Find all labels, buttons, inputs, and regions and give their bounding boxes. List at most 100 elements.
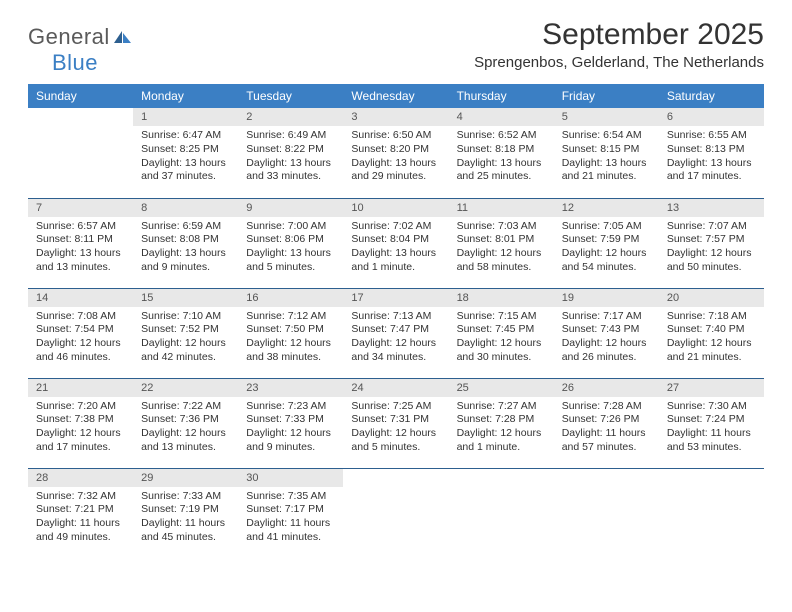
sunset-line: Sunset: 7:28 PM xyxy=(457,413,548,427)
daylight-line: Daylight: 11 hours and 41 minutes. xyxy=(246,517,337,544)
day-number: 21 xyxy=(28,379,133,397)
calendar-day-cell: 20Sunrise: 7:18 AMSunset: 7:40 PMDayligh… xyxy=(659,288,764,378)
daylight-line: Daylight: 11 hours and 45 minutes. xyxy=(141,517,232,544)
day-details: Sunrise: 7:10 AMSunset: 7:52 PMDaylight:… xyxy=(133,307,238,369)
day-details: Sunrise: 7:30 AMSunset: 7:24 PMDaylight:… xyxy=(659,397,764,459)
daylight-line: Daylight: 13 hours and 5 minutes. xyxy=(246,247,337,274)
calendar-day-cell: 13Sunrise: 7:07 AMSunset: 7:57 PMDayligh… xyxy=(659,198,764,288)
day-details: Sunrise: 7:23 AMSunset: 7:33 PMDaylight:… xyxy=(238,397,343,459)
sunrise-line: Sunrise: 7:03 AM xyxy=(457,220,548,234)
sunrise-line: Sunrise: 6:49 AM xyxy=(246,129,337,143)
sunset-line: Sunset: 7:24 PM xyxy=(667,413,758,427)
day-number: 1 xyxy=(133,108,238,126)
calendar-day-cell: 26Sunrise: 7:28 AMSunset: 7:26 PMDayligh… xyxy=(554,378,659,468)
sunset-line: Sunset: 7:17 PM xyxy=(246,503,337,517)
daylight-line: Daylight: 12 hours and 13 minutes. xyxy=(141,427,232,454)
calendar-body: 1Sunrise: 6:47 AMSunset: 8:25 PMDaylight… xyxy=(28,108,764,558)
sunset-line: Sunset: 7:33 PM xyxy=(246,413,337,427)
daylight-line: Daylight: 12 hours and 1 minute. xyxy=(457,427,548,454)
daylight-line: Daylight: 13 hours and 9 minutes. xyxy=(141,247,232,274)
day-number: 29 xyxy=(133,469,238,487)
sunset-line: Sunset: 8:20 PM xyxy=(351,143,442,157)
day-details: Sunrise: 6:55 AMSunset: 8:13 PMDaylight:… xyxy=(659,126,764,188)
sunset-line: Sunset: 8:08 PM xyxy=(141,233,232,247)
weekday-header: Monday xyxy=(133,84,238,108)
sunrise-line: Sunrise: 7:27 AM xyxy=(457,400,548,414)
sunset-line: Sunset: 8:06 PM xyxy=(246,233,337,247)
daylight-line: Daylight: 13 hours and 37 minutes. xyxy=(141,157,232,184)
daylight-line: Daylight: 12 hours and 46 minutes. xyxy=(36,337,127,364)
sunrise-line: Sunrise: 7:22 AM xyxy=(141,400,232,414)
brand-logo: General Blue xyxy=(28,18,132,76)
sunrise-line: Sunrise: 7:15 AM xyxy=(457,310,548,324)
calendar-week-row: 28Sunrise: 7:32 AMSunset: 7:21 PMDayligh… xyxy=(28,468,764,558)
day-details: Sunrise: 6:57 AMSunset: 8:11 PMDaylight:… xyxy=(28,217,133,279)
brand-word-general: General xyxy=(28,24,110,49)
day-details: Sunrise: 6:50 AMSunset: 8:20 PMDaylight:… xyxy=(343,126,448,188)
calendar-day-cell: 18Sunrise: 7:15 AMSunset: 7:45 PMDayligh… xyxy=(449,288,554,378)
brand-name: General Blue xyxy=(28,24,132,76)
daylight-line: Daylight: 12 hours and 42 minutes. xyxy=(141,337,232,364)
sunrise-line: Sunrise: 7:23 AM xyxy=(246,400,337,414)
daylight-line: Daylight: 13 hours and 25 minutes. xyxy=(457,157,548,184)
day-number: 16 xyxy=(238,289,343,307)
sunrise-line: Sunrise: 7:28 AM xyxy=(562,400,653,414)
sunset-line: Sunset: 7:59 PM xyxy=(562,233,653,247)
day-number: 25 xyxy=(449,379,554,397)
brand-word-blue: Blue xyxy=(52,50,98,75)
logo-sail-icon xyxy=(112,30,132,44)
calendar-day-cell: 27Sunrise: 7:30 AMSunset: 7:24 PMDayligh… xyxy=(659,378,764,468)
weekday-header: Friday xyxy=(554,84,659,108)
sunset-line: Sunset: 8:15 PM xyxy=(562,143,653,157)
sunset-line: Sunset: 8:22 PM xyxy=(246,143,337,157)
calendar-day-cell xyxy=(554,468,659,558)
daylight-line: Daylight: 12 hours and 17 minutes. xyxy=(36,427,127,454)
sunset-line: Sunset: 7:36 PM xyxy=(141,413,232,427)
day-details: Sunrise: 6:52 AMSunset: 8:18 PMDaylight:… xyxy=(449,126,554,188)
daylight-line: Daylight: 12 hours and 54 minutes. xyxy=(562,247,653,274)
calendar-day-cell xyxy=(449,468,554,558)
weekday-header: Wednesday xyxy=(343,84,448,108)
sunrise-line: Sunrise: 7:07 AM xyxy=(667,220,758,234)
day-number: 5 xyxy=(554,108,659,126)
sunset-line: Sunset: 7:43 PM xyxy=(562,323,653,337)
day-details: Sunrise: 6:47 AMSunset: 8:25 PMDaylight:… xyxy=(133,126,238,188)
day-details: Sunrise: 7:22 AMSunset: 7:36 PMDaylight:… xyxy=(133,397,238,459)
day-number: 30 xyxy=(238,469,343,487)
calendar-day-cell: 11Sunrise: 7:03 AMSunset: 8:01 PMDayligh… xyxy=(449,198,554,288)
sunset-line: Sunset: 7:47 PM xyxy=(351,323,442,337)
day-number: 27 xyxy=(659,379,764,397)
sunset-line: Sunset: 7:40 PM xyxy=(667,323,758,337)
calendar-day-cell: 29Sunrise: 7:33 AMSunset: 7:19 PMDayligh… xyxy=(133,468,238,558)
calendar-day-cell: 15Sunrise: 7:10 AMSunset: 7:52 PMDayligh… xyxy=(133,288,238,378)
sunrise-line: Sunrise: 7:08 AM xyxy=(36,310,127,324)
day-details: Sunrise: 7:08 AMSunset: 7:54 PMDaylight:… xyxy=(28,307,133,369)
calendar-day-cell xyxy=(343,468,448,558)
sunset-line: Sunset: 7:38 PM xyxy=(36,413,127,427)
sunrise-line: Sunrise: 6:50 AM xyxy=(351,129,442,143)
calendar-day-cell: 10Sunrise: 7:02 AMSunset: 8:04 PMDayligh… xyxy=(343,198,448,288)
daylight-line: Daylight: 13 hours and 17 minutes. xyxy=(667,157,758,184)
daylight-line: Daylight: 12 hours and 30 minutes. xyxy=(457,337,548,364)
day-number: 8 xyxy=(133,199,238,217)
day-number: 24 xyxy=(343,379,448,397)
calendar-day-cell: 17Sunrise: 7:13 AMSunset: 7:47 PMDayligh… xyxy=(343,288,448,378)
sunrise-line: Sunrise: 6:55 AM xyxy=(667,129,758,143)
day-details: Sunrise: 7:07 AMSunset: 7:57 PMDaylight:… xyxy=(659,217,764,279)
day-details: Sunrise: 7:00 AMSunset: 8:06 PMDaylight:… xyxy=(238,217,343,279)
sunrise-line: Sunrise: 6:54 AM xyxy=(562,129,653,143)
calendar-week-row: 7Sunrise: 6:57 AMSunset: 8:11 PMDaylight… xyxy=(28,198,764,288)
calendar-day-cell: 28Sunrise: 7:32 AMSunset: 7:21 PMDayligh… xyxy=(28,468,133,558)
calendar-day-cell xyxy=(28,108,133,198)
sunrise-line: Sunrise: 7:35 AM xyxy=(246,490,337,504)
weekday-header: Sunday xyxy=(28,84,133,108)
day-number: 18 xyxy=(449,289,554,307)
day-details: Sunrise: 7:27 AMSunset: 7:28 PMDaylight:… xyxy=(449,397,554,459)
calendar-header-row: Sunday Monday Tuesday Wednesday Thursday… xyxy=(28,84,764,108)
day-number: 11 xyxy=(449,199,554,217)
daylight-line: Daylight: 13 hours and 13 minutes. xyxy=(36,247,127,274)
day-details: Sunrise: 7:18 AMSunset: 7:40 PMDaylight:… xyxy=(659,307,764,369)
sunrise-line: Sunrise: 6:52 AM xyxy=(457,129,548,143)
sunrise-line: Sunrise: 7:32 AM xyxy=(36,490,127,504)
daylight-line: Daylight: 12 hours and 38 minutes. xyxy=(246,337,337,364)
